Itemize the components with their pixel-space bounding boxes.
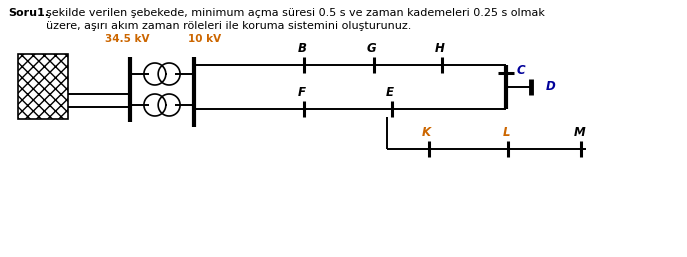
Bar [18, 54, 68, 119]
Text: F: F [298, 86, 306, 99]
Text: 34.5 kV: 34.5 kV [105, 34, 150, 44]
Text: şekilde verilen şebekede, minimum açma süresi 0.5 s ve zaman kademeleri 0.25 s o: şekilde verilen şebekede, minimum açma s… [46, 8, 545, 18]
Text: B: B [297, 42, 306, 55]
Text: Soru1.: Soru1. [8, 8, 49, 18]
Text: D: D [545, 80, 555, 94]
Text: üzere, aşırı akım zaman röleleri ile koruma sistemini oluşturunuz.: üzere, aşırı akım zaman röleleri ile kor… [46, 21, 412, 31]
Text: H: H [435, 42, 444, 55]
Text: G: G [367, 42, 376, 55]
Text: 10 kV: 10 kV [188, 34, 221, 44]
Bar [18, 54, 68, 119]
Text: E: E [386, 86, 394, 99]
Text: L: L [503, 126, 510, 139]
Text: K: K [422, 126, 431, 139]
Text: C: C [517, 65, 525, 78]
Text: M: M [574, 126, 585, 139]
